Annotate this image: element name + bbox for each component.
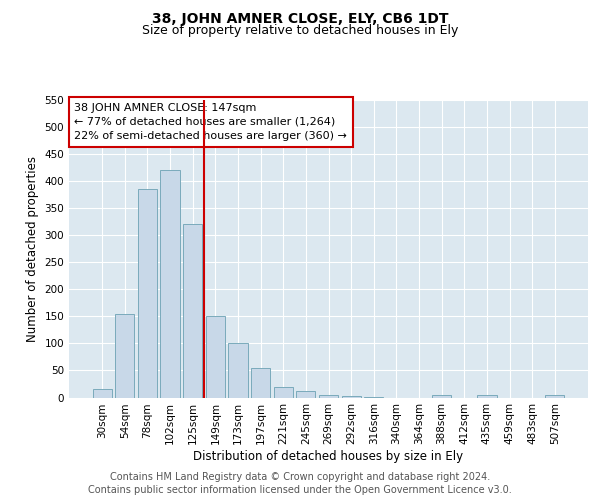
- Bar: [160, 170, 180, 398]
- Text: 38 JOHN AMNER CLOSE: 147sqm
← 77% of detached houses are smaller (1,264)
22% of : 38 JOHN AMNER CLOSE: 147sqm ← 77% of det…: [74, 103, 347, 141]
- Text: Size of property relative to detached houses in Ely: Size of property relative to detached ho…: [142, 24, 458, 37]
- Bar: [251, 368, 270, 398]
- Bar: [477, 395, 497, 398]
- Text: 38, JOHN AMNER CLOSE, ELY, CB6 1DT: 38, JOHN AMNER CLOSE, ELY, CB6 1DT: [152, 12, 448, 26]
- Bar: [364, 397, 383, 398]
- Bar: [432, 395, 451, 398]
- Bar: [545, 395, 565, 398]
- Bar: [206, 316, 225, 398]
- Bar: [274, 386, 293, 398]
- Bar: [319, 395, 338, 398]
- Y-axis label: Number of detached properties: Number of detached properties: [26, 156, 39, 342]
- X-axis label: Distribution of detached houses by size in Ely: Distribution of detached houses by size …: [193, 450, 464, 463]
- Bar: [115, 314, 134, 398]
- Bar: [296, 391, 316, 398]
- Bar: [138, 190, 157, 398]
- Bar: [229, 344, 248, 398]
- Bar: [341, 396, 361, 398]
- Bar: [183, 224, 202, 398]
- Bar: [92, 390, 112, 398]
- Text: Contains HM Land Registry data © Crown copyright and database right 2024.
Contai: Contains HM Land Registry data © Crown c…: [88, 472, 512, 495]
